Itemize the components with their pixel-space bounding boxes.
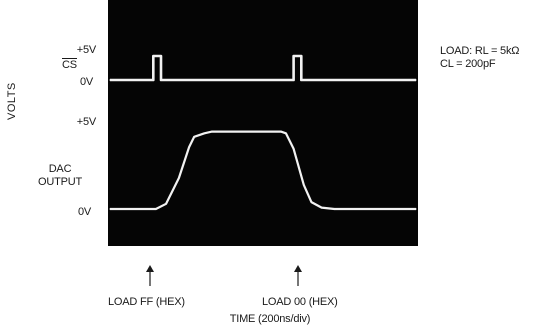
trace-point — [310, 201, 312, 203]
trace-point — [280, 131, 282, 133]
trace-cs — [110, 54, 416, 82]
time-axis-label: TIME (200ns/div) — [229, 313, 311, 325]
load-ff-annotation: LOAD FF (HEX) — [108, 296, 185, 308]
dac-output-label-line1: DAC — [48, 163, 72, 175]
cs-low-label: 0V — [80, 76, 94, 88]
dac-low-label: 0V — [78, 206, 92, 218]
cs-high-label: +5V — [76, 44, 96, 56]
trace-point — [293, 79, 295, 81]
cs-signal-label: CS — [62, 58, 77, 71]
trace-point — [109, 208, 111, 210]
dac-output-label-line2: OUTPUT — [37, 176, 83, 188]
trace-point — [160, 55, 162, 57]
trace-point — [415, 208, 417, 210]
load-ff-arrow-icon — [146, 265, 154, 286]
cs-signal-name: CS — [62, 58, 77, 71]
trace-point — [293, 148, 295, 150]
load-00-annotation: LOAD 00 (HEX) — [262, 296, 338, 308]
trace-point — [188, 146, 190, 148]
trace-point — [321, 207, 323, 209]
trace-point — [165, 203, 167, 205]
trace-point — [109, 79, 111, 81]
load-note-line1: LOAD: RL = 5kΩ — [440, 45, 520, 57]
trace-point — [155, 208, 157, 210]
trace-point — [293, 55, 295, 57]
load-00-arrow-icon — [294, 265, 302, 286]
trace-point — [211, 131, 213, 133]
trace-point — [300, 55, 302, 57]
trace-dac-output — [110, 130, 416, 211]
trace-point — [152, 55, 154, 57]
oscilloscope-screen — [108, 0, 418, 246]
trace-point — [152, 79, 154, 81]
trace-group — [109, 54, 417, 211]
load-note-line2: CL = 200pF — [440, 58, 496, 70]
trace-point — [203, 132, 205, 134]
trace-point — [300, 79, 302, 81]
trace-point — [303, 184, 305, 186]
trace-point — [160, 79, 162, 81]
trace-point — [178, 177, 180, 179]
y-axis-label: VOLTS — [6, 82, 18, 120]
dac-high-label: +5V — [76, 116, 96, 128]
trace-point — [285, 132, 287, 134]
trace-point — [193, 136, 195, 138]
trace-point — [415, 79, 417, 81]
trace-point — [333, 208, 335, 210]
